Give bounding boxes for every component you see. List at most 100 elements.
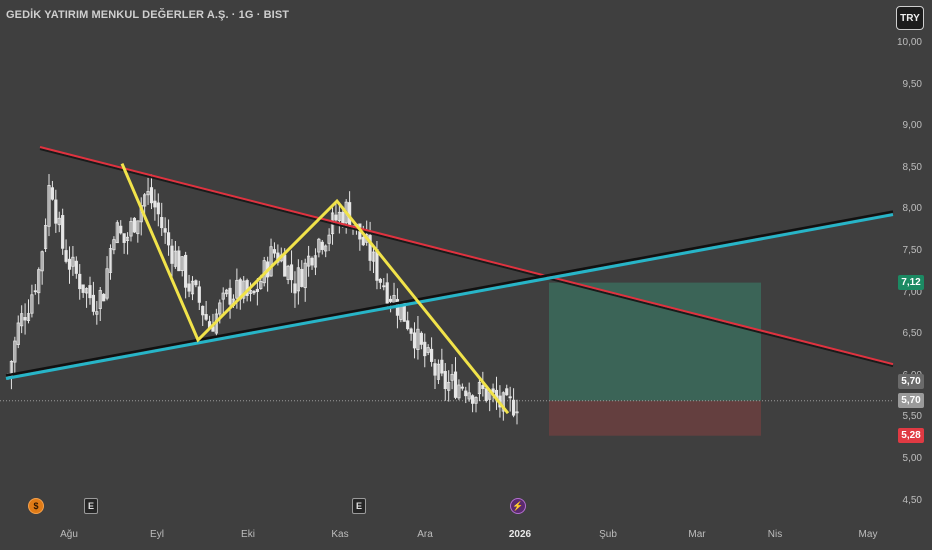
candle-body bbox=[272, 249, 277, 254]
candle-body bbox=[453, 371, 458, 398]
candle-body bbox=[470, 395, 475, 404]
candle-body bbox=[375, 249, 379, 281]
candle-body bbox=[443, 371, 447, 390]
candle-body bbox=[334, 214, 338, 221]
candle-body bbox=[132, 217, 136, 233]
candle-body bbox=[371, 251, 376, 262]
candle-body bbox=[382, 285, 386, 288]
candle-body bbox=[84, 288, 89, 294]
candle-body bbox=[129, 221, 133, 237]
candle-body bbox=[320, 241, 324, 250]
candle-body bbox=[180, 256, 184, 272]
price-tick-label: 7,00 bbox=[902, 286, 922, 298]
candle-body bbox=[429, 348, 434, 362]
candle-body bbox=[197, 286, 201, 303]
lightning-icon[interactable]: ⚡ bbox=[510, 498, 526, 514]
candle-body bbox=[16, 322, 20, 345]
time-tick-label: Eki bbox=[241, 529, 255, 540]
candle-body bbox=[108, 248, 113, 273]
time-tick-label: Ağu bbox=[60, 529, 78, 540]
candle-body bbox=[190, 280, 195, 295]
candle-body bbox=[467, 392, 471, 400]
candle-body bbox=[450, 373, 454, 381]
candle-body bbox=[146, 191, 150, 196]
candle-body bbox=[149, 187, 154, 204]
candle-body bbox=[105, 268, 109, 299]
candle-body bbox=[341, 211, 345, 225]
candle-body bbox=[43, 225, 48, 249]
candle-body bbox=[47, 185, 51, 227]
candle-body bbox=[293, 283, 297, 294]
descending-trendline bbox=[39, 146, 894, 366]
candle-body bbox=[440, 359, 444, 374]
candle-body bbox=[368, 235, 372, 261]
candle-body bbox=[88, 285, 92, 299]
price-tick-label: 8,50 bbox=[902, 161, 922, 173]
candle-body bbox=[255, 288, 259, 292]
earnings-icon[interactable]: E bbox=[352, 498, 366, 514]
time-tick-label: Şub bbox=[599, 529, 617, 540]
candle-body bbox=[337, 211, 341, 221]
candle-body bbox=[317, 238, 321, 253]
candle-body bbox=[392, 295, 396, 303]
candle-body bbox=[13, 340, 17, 363]
candle-body bbox=[259, 281, 263, 289]
candle-body bbox=[61, 215, 65, 249]
stop-price-label: 5,28 bbox=[898, 428, 924, 443]
price-tick-label: 9,50 bbox=[902, 78, 922, 90]
target-price-label: 7,12 bbox=[898, 275, 924, 290]
candle-body bbox=[508, 396, 512, 399]
price-tick-label: 10,00 bbox=[896, 37, 922, 48]
candle-body bbox=[505, 388, 509, 396]
cyan-trendline-shadow bbox=[5, 210, 894, 377]
candle-body bbox=[166, 232, 171, 246]
profit-zone bbox=[549, 282, 761, 401]
candle-body bbox=[26, 313, 31, 321]
candle-body bbox=[67, 258, 72, 270]
candle-body bbox=[33, 290, 37, 293]
candle-body bbox=[286, 265, 290, 280]
candle-body bbox=[91, 294, 96, 312]
candle-body bbox=[40, 251, 44, 272]
candle-body bbox=[248, 289, 253, 294]
candle-body bbox=[194, 280, 198, 286]
candle-body bbox=[20, 313, 24, 327]
candle-body bbox=[310, 257, 314, 266]
candle-body bbox=[416, 328, 420, 350]
candle-body bbox=[102, 293, 106, 302]
candle-body bbox=[23, 317, 27, 321]
current-price-label: 5,70 bbox=[898, 393, 924, 408]
earnings-icon[interactable]: E bbox=[84, 498, 98, 514]
time-tick-label: Nis bbox=[767, 529, 783, 540]
candle-body bbox=[481, 385, 485, 389]
candle-body bbox=[201, 305, 205, 316]
candle-body bbox=[64, 250, 68, 262]
dividend-icon[interactable]: $ bbox=[28, 498, 44, 514]
candle-body bbox=[447, 381, 451, 391]
candle-body bbox=[436, 363, 441, 380]
price-tick-label: 8,00 bbox=[902, 203, 922, 215]
candle-body bbox=[409, 328, 413, 334]
zigzag-pattern bbox=[120, 163, 510, 415]
time-tick-label: Ara bbox=[417, 529, 433, 540]
candle-body bbox=[225, 289, 229, 295]
candle-body bbox=[136, 220, 140, 235]
candle-body bbox=[54, 199, 58, 224]
candle-body bbox=[433, 363, 437, 376]
candle-body bbox=[484, 388, 488, 402]
candle-body bbox=[37, 269, 41, 294]
candle-body bbox=[385, 282, 389, 304]
candle-body bbox=[153, 200, 157, 208]
time-tick-label: Eyl bbox=[150, 529, 164, 540]
time-tick-label: Mar bbox=[688, 529, 706, 540]
candle-body bbox=[74, 260, 78, 274]
candle-body bbox=[515, 411, 519, 414]
candle-body bbox=[389, 298, 393, 302]
candle-body bbox=[269, 246, 273, 277]
currency-button[interactable]: TRY bbox=[896, 6, 924, 30]
price-tick-label: 5,50 bbox=[902, 411, 922, 423]
candle-body bbox=[81, 284, 85, 293]
candle-body bbox=[313, 255, 318, 268]
